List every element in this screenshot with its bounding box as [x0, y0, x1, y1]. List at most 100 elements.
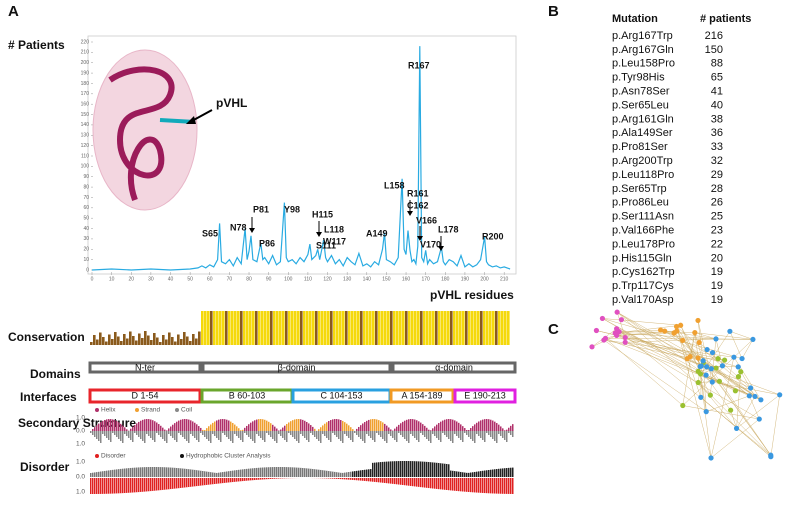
disorder-bar [226, 478, 228, 483]
peak-label: R161 [407, 188, 429, 198]
disorder-bar [476, 478, 478, 493]
coil-bar [218, 431, 220, 440]
disorder-bar [198, 478, 200, 486]
conservation-bar [93, 335, 96, 345]
conservation-bar [336, 311, 339, 345]
disorder-bar [122, 478, 124, 493]
disorder-bar [340, 478, 342, 479]
ss-bar [282, 428, 284, 431]
table-cell: p.Cys162Trp [612, 266, 675, 278]
hca-bar [126, 468, 128, 477]
conservation-bar [216, 311, 219, 345]
hca-bar [114, 470, 116, 477]
ss-bar [236, 426, 238, 431]
disorder-bar [344, 478, 346, 479]
ss-bar [212, 423, 214, 431]
coil-bar [392, 431, 394, 438]
conservation-bar [141, 338, 144, 345]
disorder-bar [402, 478, 404, 485]
disorder-bar [146, 478, 148, 491]
coil-bar [172, 431, 174, 438]
coil-bar [382, 431, 384, 439]
coil-bar [222, 431, 224, 433]
hca-bar [288, 467, 290, 477]
node [696, 380, 701, 385]
panel-label: C [548, 321, 559, 338]
ss-bar [396, 427, 398, 431]
hca-bar [130, 468, 132, 477]
hca-bar [198, 470, 200, 477]
hca-bar [498, 469, 500, 477]
coil-bar [338, 431, 340, 439]
table-cell: 65 [711, 72, 723, 84]
disorder-bar [430, 478, 432, 488]
coil-bar [214, 431, 216, 436]
disorder-bar [390, 478, 392, 484]
hca-bar [182, 469, 184, 477]
surface [93, 50, 197, 210]
hca-bar [298, 468, 300, 477]
ss-bar [140, 421, 142, 431]
node [704, 364, 709, 369]
disorder-bar [96, 478, 98, 494]
conservation-bar [456, 311, 459, 345]
coil-bar [330, 431, 332, 442]
conservation-bar [252, 311, 255, 345]
disorder-bar [512, 478, 514, 494]
coil-bar [224, 431, 226, 435]
ss-bar [422, 424, 424, 431]
coil-bar [488, 431, 490, 435]
ss-bar [142, 420, 144, 431]
ss-bar [166, 430, 168, 431]
disorder-bar [258, 478, 260, 480]
hca-bar [468, 473, 470, 477]
disorder-bar [214, 478, 216, 484]
coil-bar [398, 431, 400, 433]
conservation-bar [429, 311, 432, 345]
hca-bar [320, 470, 322, 477]
disorder-bar [448, 478, 450, 490]
conservation-bar [183, 332, 186, 345]
hca-bar [408, 461, 410, 477]
ss-bar [380, 421, 382, 431]
disorder-bar [392, 478, 394, 484]
disorder-bar [480, 478, 482, 493]
ss-bar [170, 427, 172, 431]
ss-bar [458, 423, 460, 431]
coil-bar [94, 431, 96, 437]
coil-bar [292, 431, 294, 437]
coil-bar [334, 431, 336, 435]
hca-bar [138, 467, 140, 477]
coil-bar [302, 431, 304, 436]
ss-bar [102, 421, 104, 431]
hca-bar [110, 470, 112, 477]
disorder-bar [370, 478, 372, 482]
conservation-bar [426, 311, 429, 345]
coil-bar [256, 431, 258, 434]
hca-bar [258, 468, 260, 477]
coil-bar [420, 431, 422, 433]
coil-bar [240, 431, 242, 440]
ss-bar [266, 421, 268, 431]
hca-bar [476, 472, 478, 477]
coil-bar [340, 431, 342, 441]
ss-bar [368, 420, 370, 431]
disorder-bar [360, 478, 362, 481]
coil-bar [304, 431, 306, 438]
ss-bar [172, 425, 174, 431]
peak-label: N78 [230, 222, 247, 232]
y-tick-label: 30 [83, 236, 89, 242]
conservation-bar [213, 311, 216, 345]
disorder-bar [134, 478, 136, 492]
ss-bar [198, 426, 200, 431]
node [703, 373, 708, 378]
node [720, 363, 725, 368]
disorder-bar [136, 478, 138, 492]
ss-bar [388, 427, 390, 431]
table-cell: 36 [711, 127, 723, 139]
hca-bar [206, 472, 208, 477]
hca-bar [318, 470, 320, 477]
hca-bar [290, 467, 292, 477]
ss-bar [164, 430, 166, 431]
coil-bar [484, 431, 486, 442]
